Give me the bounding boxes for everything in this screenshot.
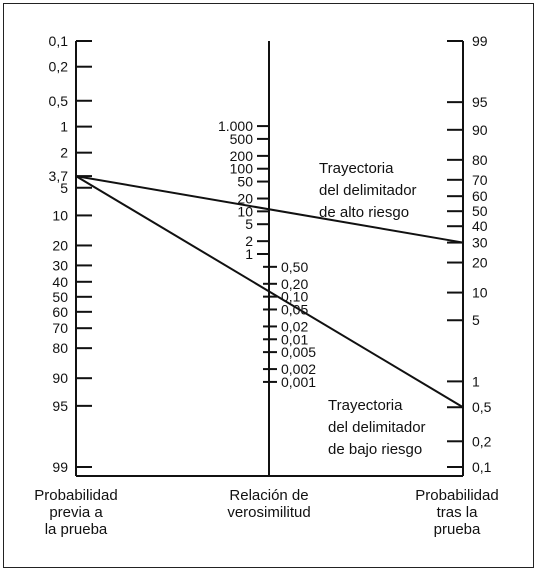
right-tick-label-90: 90	[472, 122, 488, 138]
middle-axis-ticks: 1.0005002001005020105210,500,200,100,050…	[218, 118, 316, 390]
lr-tick-label-5: 5	[245, 216, 253, 232]
low-risk-label-line-2: del delimitador	[328, 419, 426, 436]
high-risk-label-line-3: de alto riesgo	[319, 204, 409, 221]
left-tick-label-0-2: 0,2	[49, 59, 69, 75]
high-risk-trajectory-line	[75, 175, 464, 244]
left-tick-label-99: 99	[52, 459, 68, 475]
right-axis-title-line-2: tras la	[437, 504, 479, 521]
lr-tick-label-500: 500	[230, 131, 254, 147]
lr-tick-label-1: 1	[245, 246, 253, 262]
left-tick-label-1: 1	[60, 119, 68, 135]
left-tick-label-70: 70	[52, 320, 68, 336]
middle-axis-title-line-2: verosimilitud	[227, 504, 310, 521]
left-axis-title-line-1: Probabilidad	[34, 487, 117, 504]
right-tick-label-0-2: 0,2	[472, 433, 492, 449]
left-tick-label-2: 2	[60, 145, 68, 161]
left-tick-label-10: 10	[52, 207, 68, 223]
right-tick-label-50: 50	[472, 203, 488, 219]
right-tick-label-40: 40	[472, 218, 488, 234]
right-tick-label-80: 80	[472, 152, 488, 168]
lr-tick-label-0-02: 0,02	[281, 318, 308, 334]
left-tick-label-3-7: 3,7	[49, 168, 69, 184]
right-tick-label-5: 5	[472, 312, 480, 328]
left-tick-label-50: 50	[52, 289, 68, 305]
left-tick-label-40: 40	[52, 274, 68, 290]
left-tick-label-90: 90	[52, 370, 68, 386]
right-tick-label-99: 99	[472, 33, 488, 49]
left-tick-label-20: 20	[52, 237, 68, 253]
lr-tick-label-10: 10	[237, 203, 253, 219]
lr-tick-label-0-05: 0,05	[281, 301, 308, 317]
lr-tick-label-0-20: 0,20	[281, 276, 308, 292]
right-tick-label-0-5: 0,5	[472, 399, 492, 415]
lr-tick-label-0-50: 0,50	[281, 259, 308, 275]
left-tick-label-0-1: 0,1	[49, 33, 69, 49]
left-tick-label-80: 80	[52, 340, 68, 356]
right-tick-label-1: 1	[472, 373, 480, 389]
left-tick-label-95: 95	[52, 398, 68, 414]
lr-tick-label-0-10: 0,10	[281, 289, 308, 305]
right-tick-label-30: 30	[472, 235, 488, 251]
left-tick-label-30: 30	[52, 257, 68, 273]
low-risk-label-line-3: de bajo riesgo	[328, 441, 422, 458]
lr-tick-label-200: 200	[230, 148, 254, 164]
low-risk-label-line-1: Trayectoria	[328, 397, 403, 414]
low-risk-trajectory-line	[75, 175, 464, 409]
lr-tick-label-50: 50	[237, 174, 253, 190]
left-tick-label-60: 60	[52, 304, 68, 320]
right-tick-label-70: 70	[472, 172, 488, 188]
high-risk-label-line-2: del delimitador	[319, 182, 417, 199]
right-tick-label-0-1: 0,1	[472, 459, 492, 475]
high-risk-label-line-1: Trayectoria	[319, 160, 394, 177]
right-axis-title-line-1: Probabilidad	[415, 487, 498, 504]
right-tick-label-95: 95	[472, 94, 488, 110]
lr-tick-label-0-001: 0,001	[281, 374, 316, 390]
right-tick-label-60: 60	[472, 188, 488, 204]
left-tick-label-0-5: 0,5	[49, 93, 69, 109]
middle-axis-title-line-1: Relación de	[229, 487, 308, 504]
lr-tick-label-1-000: 1.000	[218, 118, 253, 134]
right-tick-label-10: 10	[472, 285, 488, 301]
left-axis-title-line-2: previa a	[49, 504, 103, 521]
left-axis-title-line-3: la prueba	[45, 521, 108, 538]
lr-tick-label-20: 20	[237, 191, 253, 207]
lr-tick-label-0-002: 0,002	[281, 361, 316, 377]
lr-tick-label-0-005: 0,005	[281, 344, 316, 360]
lr-tick-label-0-01: 0,01	[281, 331, 308, 347]
lr-tick-label-100: 100	[230, 161, 254, 177]
right-axis-title-line-3: prueba	[434, 521, 481, 538]
left-tick-label-5: 5	[60, 180, 68, 196]
lr-tick-label-2: 2	[245, 233, 253, 249]
right-tick-label-20: 20	[472, 255, 488, 271]
